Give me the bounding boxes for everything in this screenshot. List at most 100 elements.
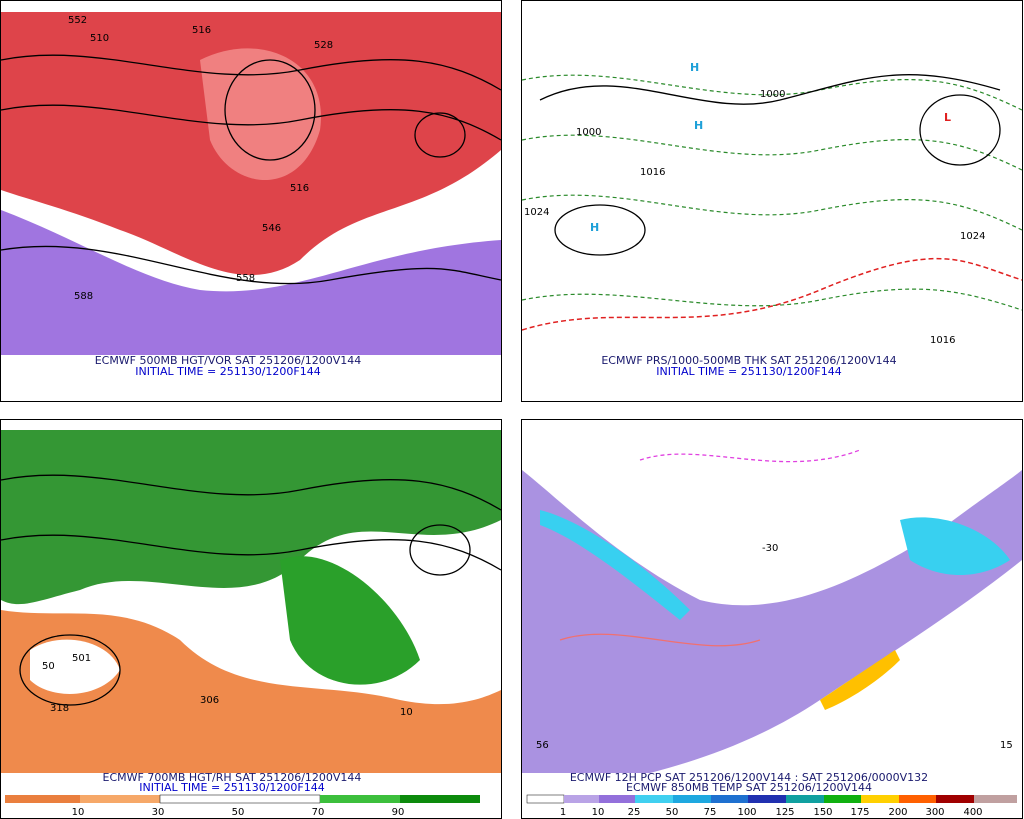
humidity-field — [1, 610, 501, 773]
high-marker: H — [690, 61, 699, 74]
precip-field — [522, 470, 1022, 773]
humidity-field — [280, 556, 420, 685]
contour — [409, 524, 471, 576]
panel-precip: 56 15 -30 ECMWF 12H PCP SAT 251206/1200V… — [521, 419, 1023, 819]
contour-label: 306 — [200, 695, 219, 706]
panel-subtitle: ECMWF 850MB TEMP SAT 251206/1200V144 — [626, 781, 872, 794]
map-area — [522, 12, 1022, 355]
contour-label: 588 — [74, 291, 93, 302]
contour — [0, 474, 502, 511]
panel-subtitle: INITIAL TIME = 251130/1200F144 — [656, 365, 841, 378]
thickness-contour — [521, 194, 1023, 231]
contour-label: 558 — [236, 273, 255, 284]
colorbar-swatch — [564, 795, 599, 803]
isobar — [554, 204, 646, 256]
colorbar-label: 50 — [666, 807, 679, 818]
isobar-label: 1024 — [960, 231, 985, 242]
colorbar-swatch — [711, 795, 748, 803]
colorbar-swatch — [599, 795, 635, 803]
precip-field — [820, 650, 900, 710]
colorbar-label: 175 — [850, 807, 869, 818]
temp-contour — [639, 449, 861, 463]
contour-label: 318 — [50, 703, 69, 714]
thickness-contour — [521, 288, 1023, 311]
colorbar-label: 25 — [628, 807, 641, 818]
colorbar-label: 300 — [925, 807, 944, 818]
colorbar-swatch — [159, 794, 321, 804]
precip-field — [540, 510, 690, 620]
isobar-label: 1000 — [760, 89, 785, 100]
panel-title: ECMWF 500MB HGT/VOR SAT 251206/1200V144 — [95, 354, 362, 367]
contour-label: 50 — [42, 661, 55, 672]
high-marker: H — [590, 221, 599, 234]
colorbar-swatch — [526, 794, 565, 804]
colorbar-swatch — [899, 795, 936, 803]
thickness-contour — [521, 74, 1023, 111]
contour-label: 552 — [68, 15, 87, 26]
high-marker: H — [694, 119, 703, 132]
contour-label: 10 — [400, 707, 413, 718]
colorbar-swatch — [320, 795, 400, 803]
panel-500mb: 552 510 516 528 588 558 516 546 ECMWF 50… — [0, 0, 502, 402]
colorbar-swatch — [974, 795, 1017, 803]
panel-subtitle: INITIAL TIME = 251130/1200F144 — [139, 781, 324, 794]
humidity-field — [1, 430, 501, 605]
isobar — [919, 94, 1001, 166]
panel-title: ECMWF 12H PCP SAT 251206/1200V144 : SAT … — [570, 771, 928, 784]
contour — [19, 634, 121, 706]
isobar-label: 1024 — [524, 207, 549, 218]
contour-label: 501 — [72, 653, 91, 664]
vorticity-field — [200, 48, 321, 180]
humidity-field — [30, 639, 120, 694]
colorbar-swatch — [5, 795, 80, 803]
precip-field — [900, 517, 1010, 575]
low-marker: L — [944, 111, 951, 124]
colorbar-label: 10 — [592, 807, 605, 818]
colorbar-swatch — [748, 795, 786, 803]
isobar — [539, 74, 1001, 105]
contour — [0, 534, 502, 571]
panel-subtitle: INITIAL TIME = 251130/1200F144 — [135, 365, 320, 378]
vorticity-field — [1, 210, 501, 355]
contour-label: 528 — [314, 40, 333, 51]
temp-contour — [559, 633, 761, 647]
colorbar-label: 30 — [152, 807, 165, 818]
contour-label: 546 — [262, 223, 281, 234]
contour — [0, 104, 502, 141]
isobar-label: 1016 — [930, 335, 955, 346]
colorbar-swatch — [936, 795, 974, 803]
colorbar-label: 200 — [888, 807, 907, 818]
colorbar-label: 90 — [392, 807, 405, 818]
colorbar-swatch — [80, 795, 160, 803]
colorbar-label: 50 — [232, 807, 245, 818]
colorbar-label: 150 — [813, 807, 832, 818]
colorbar: 1 10 25 50 75 100 125 150 175 200 300 40… — [526, 794, 1017, 818]
colorbar-label: 10 — [72, 807, 85, 818]
colorbar-label: 125 — [775, 807, 794, 818]
contour-label: 510 — [90, 33, 109, 44]
panel-pressure: H H H 1000 1016 1024 1000 1024 1016 L EC… — [521, 0, 1023, 402]
contour-label: -30 — [762, 543, 778, 554]
colorbar-swatch — [673, 795, 711, 803]
contour — [0, 54, 502, 91]
colorbar-swatch — [861, 795, 899, 803]
contour — [0, 245, 502, 285]
contour-label: 15 — [1000, 740, 1013, 751]
thickness-contour — [521, 257, 1023, 331]
thickness-contour — [521, 134, 1023, 171]
contour — [224, 59, 316, 161]
colorbar-label: 70 — [312, 807, 325, 818]
colorbar-label: 400 — [963, 807, 982, 818]
contour — [414, 112, 466, 158]
colorbar-swatch — [786, 795, 824, 803]
colorbar-label: 1 — [560, 807, 566, 818]
colorbar: 10 30 50 70 90 — [5, 794, 480, 818]
contour-label: 56 — [536, 740, 549, 751]
colorbar-swatch — [635, 795, 673, 803]
colorbar-swatch — [400, 795, 480, 803]
isobar-label: 1000 — [576, 127, 601, 138]
isobar-label: 1016 — [640, 167, 665, 178]
colorbar-label: 75 — [704, 807, 717, 818]
panel-title: ECMWF PRS/1000-500MB THK SAT 251206/1200… — [601, 354, 896, 367]
